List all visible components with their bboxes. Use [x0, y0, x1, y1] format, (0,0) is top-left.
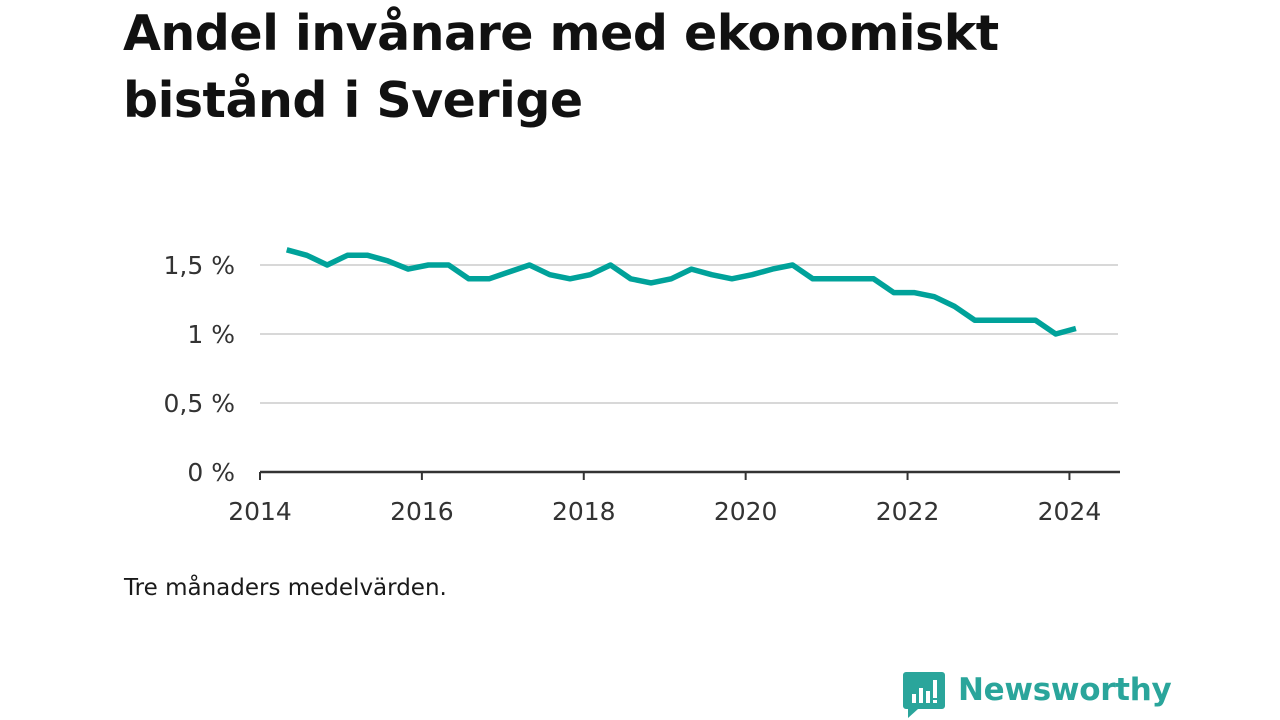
brand-name: Newsworthy	[958, 672, 1172, 708]
y-tick-label: 1,5 %	[164, 251, 235, 280]
x-tick-label: 2022	[876, 497, 940, 526]
x-tick-label: 2016	[390, 497, 454, 526]
line-chart: 0 % 0,5 % 1 % 1,5 % 2014 2016 2018 2020 2022 202…	[164, 247, 1120, 526]
x-axis	[259, 470, 1120, 480]
chart-note: Tre månaders medelvärden.	[124, 575, 447, 601]
grid-lines	[260, 264, 1118, 404]
x-tick-label: 2014	[228, 497, 292, 526]
y-tick-labels: 0 % 0,5 % 1 % 1,5 %	[164, 251, 235, 487]
y-tick-label: 1 %	[187, 320, 235, 349]
y-tick-label: 0,5 %	[164, 389, 235, 418]
newsworthy-logo-icon	[903, 672, 945, 718]
x-tick-label: 2024	[1038, 497, 1102, 526]
series-group	[285, 247, 1077, 337]
y-tick-label: 0 %	[187, 458, 235, 487]
chart-title: Andel invånare med ekonomiskt bistånd i …	[123, 5, 999, 129]
x-tick-label: 2020	[714, 497, 778, 526]
x-tick-labels: 2014 2016 2018 2020 2022 2024	[228, 497, 1101, 526]
x-tick-label: 2018	[552, 497, 616, 526]
series-line	[285, 247, 1077, 337]
